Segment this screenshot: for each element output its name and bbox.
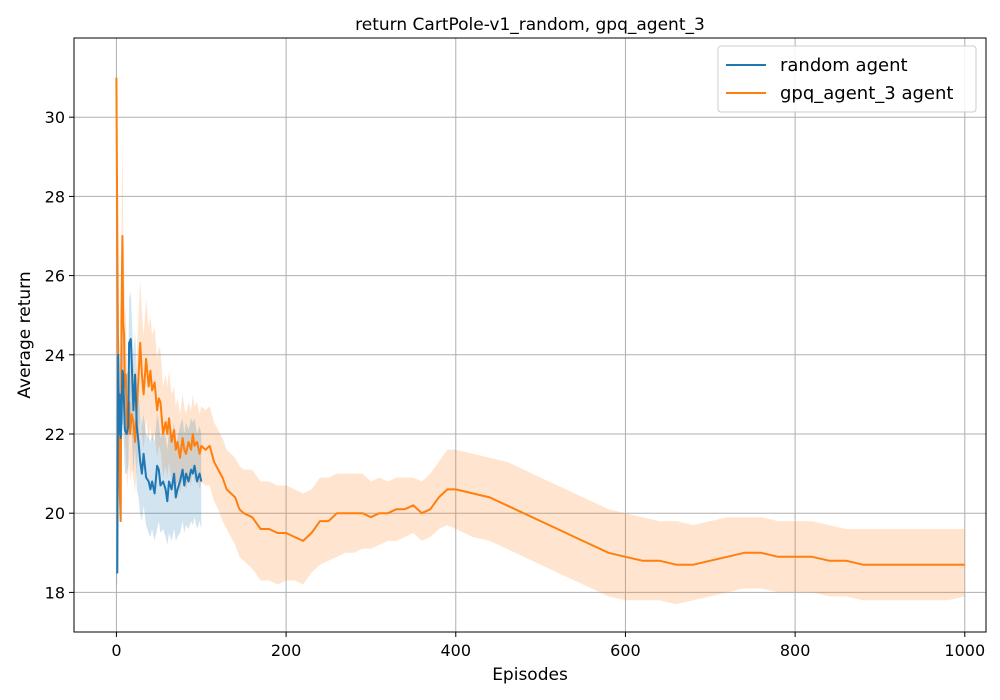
x-tick-label: 400: [440, 641, 471, 660]
y-tick-label: 18: [45, 583, 65, 602]
band-gpq-agent-3-agent: [116, 69, 965, 605]
x-axis-ticks: 0 200 400 600 800 1000: [111, 632, 985, 660]
legend-label-gpq-agent: gpq_agent_3 agent: [780, 83, 953, 104]
confidence-bands: [116, 69, 965, 605]
x-tick-label: 800: [780, 641, 811, 660]
band-random-agent: [116, 291, 202, 585]
legend: random agent gpq_agent_3 agent: [717, 45, 977, 113]
legend-box: [717, 45, 977, 113]
grid-lines: [74, 38, 986, 632]
x-tick-label: 200: [271, 641, 302, 660]
x-tick-label: 0: [111, 641, 121, 660]
x-tick-label: 600: [610, 641, 641, 660]
y-axis-ticks: 18 20 22 24 26 28 30: [45, 108, 74, 602]
y-tick-label: 20: [45, 504, 65, 523]
line-gpq-agent-3-agent: [115, 77, 965, 566]
series-lines: [115, 77, 965, 574]
y-axis-title: Average return: [15, 271, 35, 398]
y-tick-label: 28: [45, 187, 65, 206]
y-tick-label: 22: [45, 425, 65, 444]
y-tick-label: 26: [45, 267, 65, 286]
legend-label-random-agent: random agent: [780, 55, 908, 76]
x-tick-label: 1000: [944, 641, 985, 660]
y-tick-label: 24: [45, 346, 65, 365]
chart-title: return CartPole-v1_random, gpq_agent_3: [355, 15, 705, 35]
plot-frame: [73, 37, 987, 633]
x-axis-title: Episodes: [492, 665, 568, 685]
y-tick-label: 30: [45, 108, 65, 127]
line-random-agent: [116, 338, 203, 574]
